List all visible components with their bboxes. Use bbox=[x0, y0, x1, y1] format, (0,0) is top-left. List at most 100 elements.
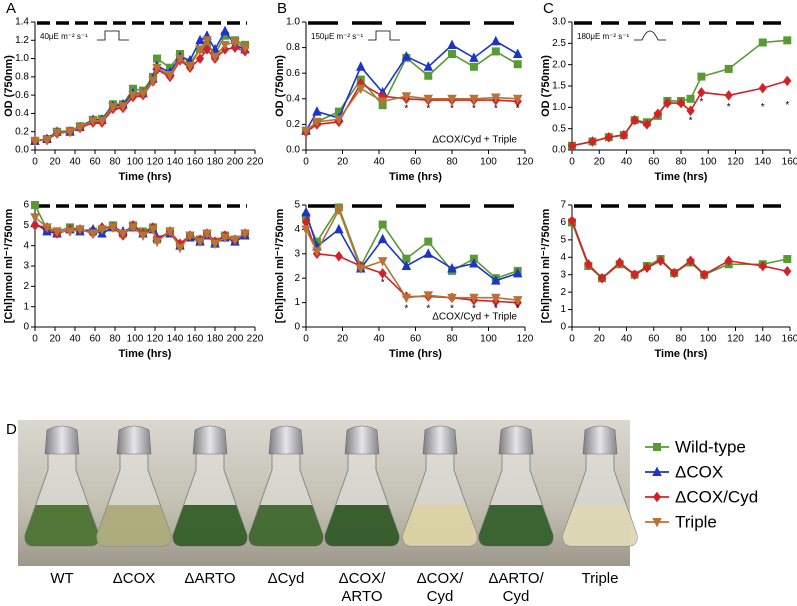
x-tick-label: 100 bbox=[480, 334, 497, 345]
x-tick-label: 100 bbox=[700, 334, 717, 345]
y-tick-label: 4 bbox=[294, 224, 300, 235]
x-tick-label: 60 bbox=[89, 157, 101, 168]
data-point bbox=[783, 265, 792, 277]
x-tick-label: 180 bbox=[207, 334, 224, 345]
y-axis-label: [Chl]nmol ml⁻¹/750nm bbox=[274, 208, 286, 323]
data-point bbox=[202, 44, 212, 55]
data-point bbox=[334, 115, 344, 125]
data-line bbox=[305, 205, 518, 280]
y-tick-label: 0.2 bbox=[286, 119, 300, 130]
data-point bbox=[615, 257, 624, 268]
data-point bbox=[52, 128, 62, 139]
y-tick-label: 1 bbox=[560, 304, 566, 315]
y-tick-label: 3 bbox=[560, 269, 566, 280]
y-tick-label: 7 bbox=[560, 200, 566, 211]
x-tick-label: 120 bbox=[517, 334, 534, 345]
data-point bbox=[783, 75, 792, 87]
data-point bbox=[424, 71, 433, 80]
data-point bbox=[491, 275, 501, 285]
x-tick-label: 140 bbox=[754, 157, 771, 168]
legend-marker bbox=[652, 466, 662, 477]
data-point bbox=[469, 293, 479, 304]
data-point bbox=[30, 213, 40, 223]
data-point bbox=[512, 296, 523, 306]
y-tick-label: 1.0 bbox=[552, 102, 566, 113]
y-tick-label: 4 bbox=[560, 252, 566, 263]
culture bbox=[562, 505, 638, 546]
y-tick-label: 0.4 bbox=[286, 93, 300, 104]
significance-mark: * bbox=[404, 303, 408, 314]
x-tick-label: 80 bbox=[675, 334, 687, 345]
data-point bbox=[195, 53, 205, 64]
data-point bbox=[686, 255, 695, 267]
y-tick-label: 2 bbox=[560, 287, 566, 298]
data-point bbox=[378, 268, 387, 279]
y-axis-label: OD (750nm) bbox=[3, 55, 15, 117]
flask-label: ΔARTO/ bbox=[488, 570, 544, 587]
foil-cap bbox=[44, 425, 80, 455]
y-tick-label: 0.2 bbox=[15, 126, 29, 137]
data-point bbox=[220, 25, 230, 36]
x-tick-label: 40 bbox=[373, 157, 385, 168]
x-tick-label: 220 bbox=[247, 334, 264, 345]
data-point bbox=[312, 247, 322, 257]
significance-mark: * bbox=[494, 104, 498, 115]
x-tick-label: 80 bbox=[109, 334, 121, 345]
x-tick-label: 100 bbox=[480, 157, 497, 168]
data-point bbox=[619, 129, 628, 141]
data-point bbox=[642, 262, 652, 273]
x-tick-label: 220 bbox=[247, 157, 264, 168]
data-point bbox=[75, 225, 85, 235]
flask-label: WT bbox=[50, 570, 73, 587]
legend-marker bbox=[652, 491, 662, 503]
y-tick-label: 0.8 bbox=[286, 42, 300, 53]
x-tick-label: 0 bbox=[569, 334, 575, 345]
y-tick-label: 3 bbox=[294, 248, 300, 259]
data-point bbox=[240, 229, 250, 239]
x-tick-label: 200 bbox=[227, 157, 244, 168]
y-tick-label: 0.5 bbox=[552, 123, 566, 134]
y-tick-label: 1 bbox=[294, 297, 300, 308]
data-point bbox=[108, 223, 118, 233]
significance-mark: * bbox=[689, 116, 693, 127]
data-point bbox=[491, 93, 501, 104]
data-point bbox=[783, 36, 792, 45]
data-point bbox=[670, 267, 679, 279]
light-intensity: 180μE m⁻² s⁻¹ bbox=[577, 32, 630, 41]
x-tick-label: 20 bbox=[594, 334, 606, 345]
data-point bbox=[401, 51, 412, 61]
x-tick-label: 120 bbox=[517, 157, 534, 168]
x-tick-label: 200 bbox=[227, 334, 244, 345]
data-point bbox=[202, 36, 212, 46]
data-point bbox=[88, 229, 98, 239]
x-tick-label: 20 bbox=[49, 334, 61, 345]
x-tick-label: 80 bbox=[446, 334, 458, 345]
y-tick-label: 3.0 bbox=[552, 17, 566, 28]
data-point bbox=[118, 102, 128, 112]
data-point bbox=[724, 255, 733, 267]
y-tick-label: 2 bbox=[23, 281, 29, 292]
data-point bbox=[758, 260, 767, 272]
light-profile bbox=[97, 30, 129, 41]
data-point bbox=[138, 89, 148, 99]
data-point bbox=[165, 227, 175, 237]
x-tick-label: 60 bbox=[410, 334, 422, 345]
foil-cap bbox=[116, 425, 152, 455]
x-tick-label: 40 bbox=[69, 157, 81, 168]
x-tick-label: 120 bbox=[147, 157, 164, 168]
x-tick-label: 0 bbox=[32, 334, 38, 345]
significance-mark: * bbox=[516, 104, 520, 115]
data-point bbox=[447, 293, 457, 304]
y-tick-label: 2.5 bbox=[552, 38, 566, 49]
data-point bbox=[584, 259, 593, 270]
data-point bbox=[240, 43, 250, 54]
data-point bbox=[401, 293, 412, 304]
significance-mark: * bbox=[472, 303, 476, 314]
data-point bbox=[653, 108, 662, 119]
x-tick-label: 120 bbox=[147, 334, 164, 345]
foil-cap bbox=[344, 425, 380, 455]
data-point bbox=[312, 117, 322, 128]
data-point bbox=[230, 235, 240, 246]
culture bbox=[172, 505, 248, 546]
